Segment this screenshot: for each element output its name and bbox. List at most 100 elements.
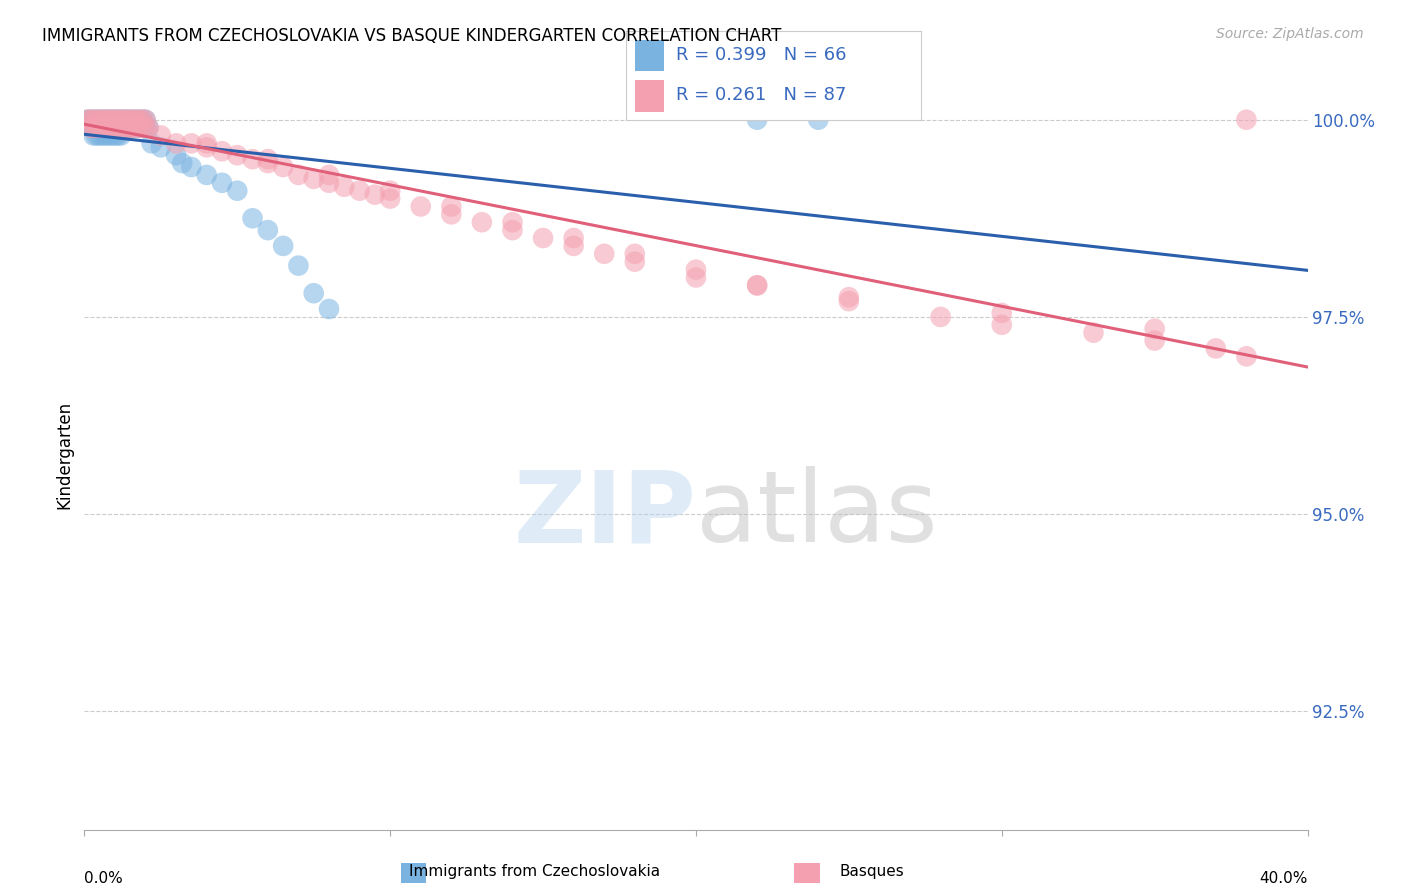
Point	[409, 199, 432, 213]
Point	[94, 120, 117, 135]
Point	[112, 112, 135, 127]
Point	[79, 120, 101, 135]
Point	[79, 120, 101, 135]
Point	[76, 112, 98, 127]
Point	[242, 152, 264, 166]
Point	[257, 152, 280, 166]
Point	[104, 120, 127, 135]
Point	[120, 112, 142, 127]
Point	[685, 270, 707, 285]
Point	[747, 278, 769, 293]
Point	[115, 112, 138, 127]
Point	[226, 148, 249, 162]
Point	[83, 112, 105, 127]
Text: 0.0%: 0.0%	[84, 871, 124, 886]
Point	[135, 112, 157, 127]
Point	[115, 120, 138, 135]
Point	[287, 168, 309, 182]
Point	[83, 120, 105, 135]
Point	[86, 128, 108, 143]
Point	[97, 112, 120, 127]
Point	[195, 140, 218, 154]
Point	[86, 112, 108, 127]
Point	[838, 294, 860, 309]
Point	[747, 278, 769, 293]
Point	[131, 120, 153, 135]
Point	[1083, 326, 1105, 340]
Point	[302, 172, 325, 186]
Point	[89, 128, 111, 143]
Point	[104, 112, 127, 127]
Point	[135, 120, 157, 135]
Point	[101, 120, 124, 135]
Point	[364, 187, 387, 202]
Point	[89, 120, 111, 135]
Point	[440, 199, 463, 213]
Text: Source: ZipAtlas.com: Source: ZipAtlas.com	[1216, 27, 1364, 41]
Point	[135, 120, 157, 135]
Point	[110, 120, 132, 135]
Point	[1236, 112, 1258, 127]
Text: ZIP: ZIP	[513, 467, 696, 564]
Point	[593, 247, 616, 261]
Point	[138, 120, 160, 135]
Point	[101, 120, 124, 135]
Text: 40.0%: 40.0%	[1260, 871, 1308, 886]
Point	[257, 156, 280, 170]
Point	[97, 120, 120, 135]
Point	[991, 306, 1014, 320]
Point	[271, 239, 294, 253]
Point	[107, 128, 129, 143]
Point	[211, 145, 233, 159]
Point	[1236, 349, 1258, 363]
Point	[112, 112, 135, 127]
Point	[211, 176, 233, 190]
Point	[122, 120, 145, 135]
Point	[1205, 342, 1227, 356]
Point	[120, 120, 142, 135]
Point	[91, 112, 114, 127]
Point	[149, 140, 172, 154]
Point	[180, 160, 202, 174]
Bar	[634, 40, 664, 71]
Point	[120, 112, 142, 127]
Point	[807, 112, 830, 127]
Point	[101, 112, 124, 127]
Point	[94, 112, 117, 127]
Point	[122, 112, 145, 127]
Point	[531, 231, 554, 245]
Point	[685, 262, 707, 277]
Point	[838, 290, 860, 304]
Point	[107, 112, 129, 127]
Point	[271, 160, 294, 174]
Point	[131, 120, 153, 135]
Point	[115, 120, 138, 135]
Point	[110, 128, 132, 143]
Point	[131, 112, 153, 127]
Point	[1143, 322, 1166, 336]
Point	[195, 168, 218, 182]
Point	[440, 207, 463, 221]
Point	[242, 211, 264, 226]
Point	[991, 318, 1014, 332]
Point	[131, 112, 153, 127]
Text: IMMIGRANTS FROM CZECHOSLOVAKIA VS BASQUE KINDERGARTEN CORRELATION CHART: IMMIGRANTS FROM CZECHOSLOVAKIA VS BASQUE…	[42, 27, 782, 45]
Point	[112, 120, 135, 135]
Point	[141, 136, 163, 151]
Point	[165, 148, 187, 162]
Point	[76, 112, 98, 127]
Point	[138, 120, 160, 135]
Point	[165, 136, 187, 151]
Point	[104, 128, 127, 143]
Point	[107, 120, 129, 135]
Point	[226, 184, 249, 198]
Point	[97, 120, 120, 135]
Text: R = 0.261   N = 87: R = 0.261 N = 87	[676, 87, 846, 104]
Point	[318, 168, 340, 182]
Point	[89, 112, 111, 127]
Point	[91, 120, 114, 135]
Point	[83, 128, 105, 143]
Y-axis label: Kindergarten: Kindergarten	[55, 401, 73, 509]
Point	[104, 120, 127, 135]
Point	[86, 112, 108, 127]
